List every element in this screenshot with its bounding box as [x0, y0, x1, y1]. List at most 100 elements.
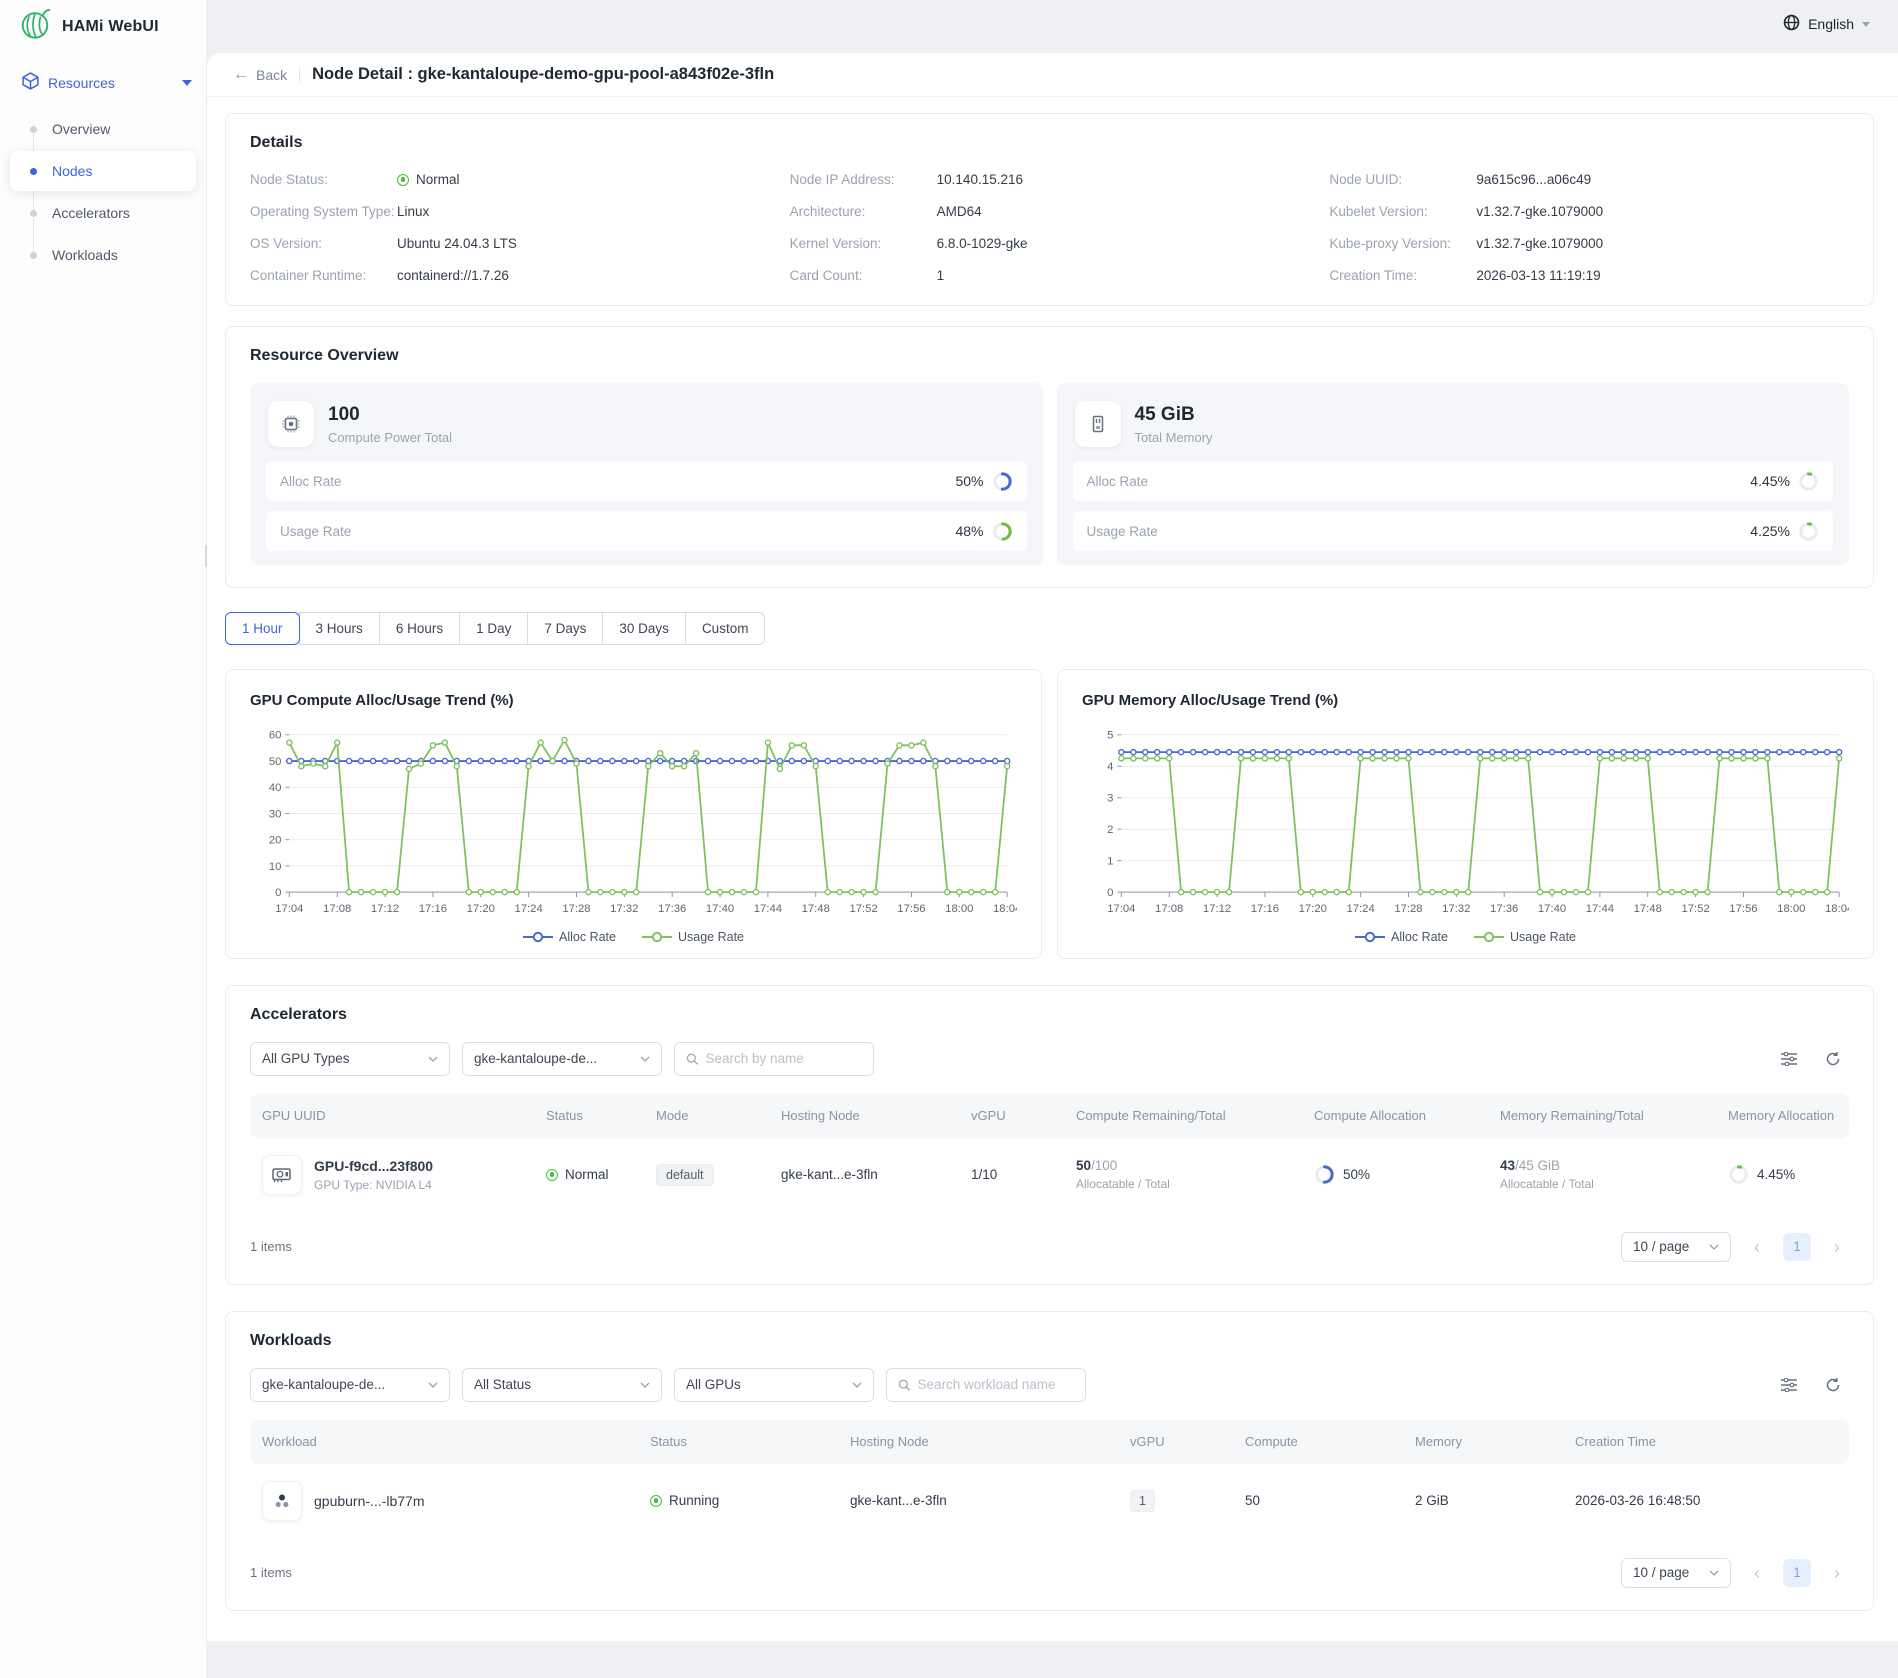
sidebar-item-label: Nodes [52, 163, 93, 179]
legend-item[interactable]: Alloc Rate [1355, 930, 1448, 944]
svg-text:17:48: 17:48 [1634, 903, 1662, 915]
svg-text:17:44: 17:44 [1586, 903, 1614, 915]
svg-text:17:28: 17:28 [1394, 903, 1422, 915]
vgpu-tag: 1 [1130, 1489, 1155, 1512]
tab-6-hours[interactable]: 6 Hours [378, 612, 461, 645]
workload-memory: 2 GiB [1415, 1493, 1449, 1509]
usage-rate-donut [992, 521, 1013, 542]
memory-icon [1074, 401, 1121, 447]
tab-3-hours[interactable]: 3 Hours [298, 612, 380, 645]
compute-total-caption: Compute Power Total [328, 429, 453, 445]
time-range-tabs: 1 Hour 3 Hours 6 Hours 1 Day 7 Days 30 D… [225, 612, 766, 645]
legend-item[interactable]: Alloc Rate [523, 930, 616, 944]
memory-chart-legend: Alloc Rate Usage Rate [1082, 930, 1849, 944]
svg-text:17:04: 17:04 [275, 903, 303, 915]
sidebar-section-resources[interactable]: Resources [0, 63, 206, 103]
sidebar-item-accelerators[interactable]: Accelerators [10, 193, 196, 233]
language-switcher[interactable]: English [1783, 14, 1870, 34]
detail-os-type: Operating System Type: Linux [250, 204, 430, 219]
page-number-button[interactable]: 1 [1783, 1558, 1811, 1587]
workload-search [886, 1367, 1086, 1402]
table-row[interactable]: GPU-f9cd...23f800 GPU Type: NVIDIA L4 No… [250, 1138, 1849, 1212]
chevron-down-icon [640, 1382, 650, 1388]
workload-creation-time: 2026-03-26 16:48:50 [1575, 1493, 1701, 1509]
workload-node-select[interactable]: gke-kantaloupe-de... [250, 1367, 450, 1402]
compute-total-value: 100 [328, 403, 360, 425]
prev-page-button[interactable]: ‹ [1754, 1562, 1760, 1583]
refresh-button[interactable] [1817, 1368, 1849, 1401]
column-settings-button[interactable] [1773, 1368, 1805, 1401]
workloads-pagination: 1 items 10 / page ‹ 1 › [250, 1557, 1849, 1588]
gpu-type-select[interactable]: All GPU Types [250, 1041, 450, 1076]
sidebar-collapse-handle[interactable] [205, 545, 208, 567]
sidebar: HAMi WebUI Resources Overview Nodes [0, 0, 208, 1678]
header-divider [299, 67, 301, 82]
svg-text:17:20: 17:20 [1299, 903, 1327, 915]
svg-text:17:16: 17:16 [419, 903, 447, 915]
accelerators-filters: All GPU Types gke-kantaloupe-de... [250, 1041, 1849, 1076]
tab-1-hour[interactable]: 1 Hour [225, 612, 300, 645]
compute-trend-chart: 0 10 20 30 40 50 60 17:04 17:08 17:12 17:16 17:20 17… [269, 730, 1017, 915]
svg-text:17:08: 17:08 [323, 903, 351, 915]
tab-1-day[interactable]: 1 Day [459, 612, 529, 645]
legend-item[interactable]: Usage Rate [641, 930, 744, 944]
next-page-button[interactable]: › [1834, 1562, 1840, 1583]
svg-text:17:36: 17:36 [658, 903, 686, 915]
column-settings-button[interactable] [1773, 1042, 1805, 1075]
status-running-icon [650, 1494, 662, 1507]
vgpu-ratio: 1/10 [971, 1167, 998, 1183]
svg-text:1: 1 [1107, 856, 1113, 868]
detail-node-ip: Node IP Address: 10.140.15.216 [789, 172, 1023, 187]
gpu-card-icon [262, 1154, 302, 1195]
sidebar-nav: Overview Nodes Accelerators Workloads [0, 109, 206, 275]
svg-text:18:00: 18:00 [1777, 903, 1805, 915]
chevron-down-icon [182, 80, 192, 86]
page-number-button[interactable]: 1 [1783, 1232, 1811, 1261]
memory-chart-title: GPU Memory Alloc/Usage Trend (%) [1082, 692, 1339, 709]
svg-text:17:48: 17:48 [802, 903, 830, 915]
tab-custom[interactable]: Custom [684, 612, 766, 645]
gpu-compute-trend-card: GPU Compute Alloc/Usage Trend (%) 0 10 20 3… [225, 669, 1042, 959]
status-normal-icon [397, 173, 409, 186]
memory-usage-rate-row: Usage Rate 4.25% [1072, 511, 1833, 551]
svg-text:40: 40 [269, 782, 282, 794]
node-select[interactable]: gke-kantaloupe-de... [462, 1041, 662, 1076]
sidebar-item-workloads[interactable]: Workloads [10, 235, 196, 275]
workloads-title: Workloads [250, 1331, 332, 1349]
workload-search-input[interactable] [917, 1377, 1074, 1393]
accelerator-search-input[interactable] [705, 1051, 862, 1067]
prev-page-button[interactable]: ‹ [1754, 1236, 1760, 1257]
sidebar-item-nodes[interactable]: Nodes [10, 151, 196, 191]
page-size-select[interactable]: 10 / page [1621, 1231, 1731, 1262]
next-page-button[interactable]: › [1834, 1236, 1840, 1257]
column-settings-icon [1781, 1377, 1797, 1392]
alloc-rate-donut [992, 471, 1013, 492]
table-row[interactable]: gpuburn-...-lb77m Running gke-kant...e-3… [250, 1464, 1849, 1538]
accelerator-search [674, 1041, 874, 1076]
tab-30-days[interactable]: 30 Days [602, 612, 686, 645]
items-count: 1 items [250, 1565, 292, 1581]
bullet-icon [30, 251, 37, 259]
refresh-button[interactable] [1817, 1042, 1849, 1075]
workload-status-select[interactable]: All Status [462, 1367, 662, 1402]
page-title: Node Detail : gke-kantaloupe-demo-gpu-po… [312, 65, 775, 83]
sidebar-item-label: Workloads [52, 247, 118, 263]
compute-power-panel: 100 Compute Power Total Alloc Rate 50% U… [250, 383, 1043, 565]
bullet-icon [30, 125, 37, 133]
back-button[interactable]: ← Back [233, 66, 287, 83]
page-size-select[interactable]: 10 / page [1621, 1557, 1731, 1588]
details-title: Details [250, 134, 303, 151]
legend-item[interactable]: Usage Rate [1473, 930, 1576, 944]
workload-gpu-select[interactable]: All GPUs [674, 1367, 874, 1402]
hosting-node: gke-kant...e-3fln [850, 1493, 947, 1509]
chevron-down-icon [1709, 1244, 1719, 1250]
svg-text:17:08: 17:08 [1155, 903, 1183, 915]
sidebar-item-overview[interactable]: Overview [10, 109, 196, 149]
svg-text:17:24: 17:24 [1346, 903, 1374, 915]
bullet-icon [30, 167, 37, 175]
tab-7-days[interactable]: 7 Days [527, 612, 604, 645]
details-grid: Node Status: Normal Node IP Address: 10.… [250, 172, 1849, 283]
chevron-down-icon [428, 1382, 438, 1388]
svg-text:4: 4 [1107, 761, 1113, 773]
detail-kubelet-version: Kubelet Version: v1.32.7-gke.1079000 [1329, 204, 1604, 219]
